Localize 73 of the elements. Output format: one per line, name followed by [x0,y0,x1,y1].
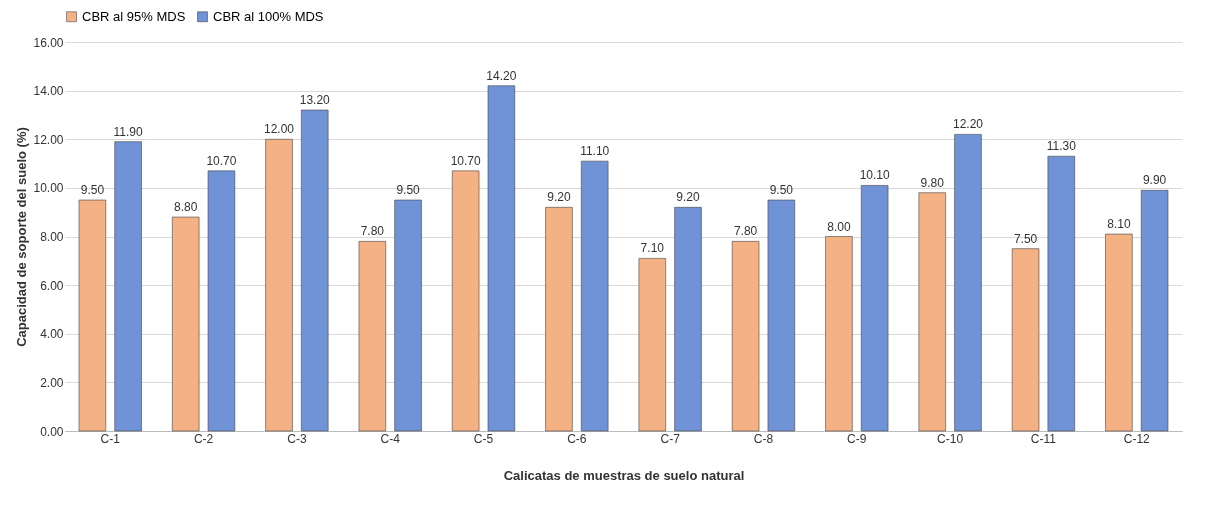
y-tick-label: 10.00 [33,181,64,196]
bar [954,134,982,432]
x-tick-label: C-3 [287,431,307,446]
bar [358,241,387,432]
bar [265,138,293,432]
data-label: 13.20 [299,93,331,108]
x-tick-label: C-4 [380,431,401,446]
x-tick-label: C-7 [660,431,681,446]
x-tick-label: C-9 [847,431,867,446]
data-label: 14.20 [486,68,517,83]
data-label: 7.80 [733,224,758,239]
y-tick-label: 12.00 [33,132,64,147]
x-tick-label: C-5 [473,431,494,446]
y-tick-label: 2.00 [40,375,64,390]
data-label: 9.50 [80,183,105,198]
data-label: 9.50 [769,183,794,198]
bar [1140,190,1169,432]
data-label: 8.80 [174,200,198,215]
bar [451,170,480,432]
data-label: 11.30 [1046,139,1077,154]
bar [731,241,760,432]
bar [207,170,236,432]
data-label: 9.90 [1142,173,1167,188]
x-tick-label: C-6 [567,431,587,446]
bar [918,192,946,432]
data-label: 9.80 [920,175,945,190]
x-tick-label: C-10 [937,431,964,446]
data-label: 7.10 [640,241,665,256]
bar [1047,155,1075,432]
y-tick-label: 8.00 [40,230,64,244]
bar [1105,233,1133,432]
data-label: 8.10 [1107,217,1131,232]
bar [114,141,142,432]
bar [767,199,796,432]
bar [581,160,609,432]
data-label: 11.90 [113,124,144,139]
x-tick-label: C-12 [1123,431,1151,446]
legend-label: CBR al 100% MDS [213,8,324,24]
bar [860,185,889,432]
data-label: 10.70 [450,153,481,168]
data-label: 7.80 [360,224,385,239]
y-tick-label: 4.00 [40,327,64,342]
data-label: 12.20 [952,117,984,132]
data-label: 11.10 [580,144,610,159]
bar [172,216,200,432]
legend-label: CBR al 95% MDS [82,8,186,24]
y-tick-label: 0.00 [40,424,64,439]
bar [394,199,422,432]
y-tick-label: 16.00 [33,35,64,50]
bar [825,236,853,432]
x-tick-label: C-8 [753,431,774,446]
data-label: 10.70 [206,153,237,168]
bar [301,109,329,432]
bar [638,258,666,432]
x-tick-label: C-11 [1030,431,1057,446]
bar [1011,248,1040,432]
y-tick-label: 6.00 [40,278,64,293]
data-label: 7.50 [1013,231,1038,246]
x-tick-label: C-1 [100,431,121,446]
bar [674,207,702,432]
data-label: 8.00 [827,219,851,234]
data-label: 9.20 [547,190,571,205]
data-label: 9.20 [676,190,701,205]
data-label: 10.10 [859,168,890,183]
bar [545,207,573,432]
data-label: 12.00 [264,122,295,137]
x-tick-label: C-2 [193,431,214,446]
y-tick-label: 14.00 [33,84,64,99]
bar [78,199,107,432]
bar [487,85,516,432]
y-axis-title: Capacidad de soporte del suelo (%) [14,127,30,347]
x-axis-title: Calicatas de muestras de suelo natural [503,467,745,483]
data-label: 9.50 [396,183,421,198]
